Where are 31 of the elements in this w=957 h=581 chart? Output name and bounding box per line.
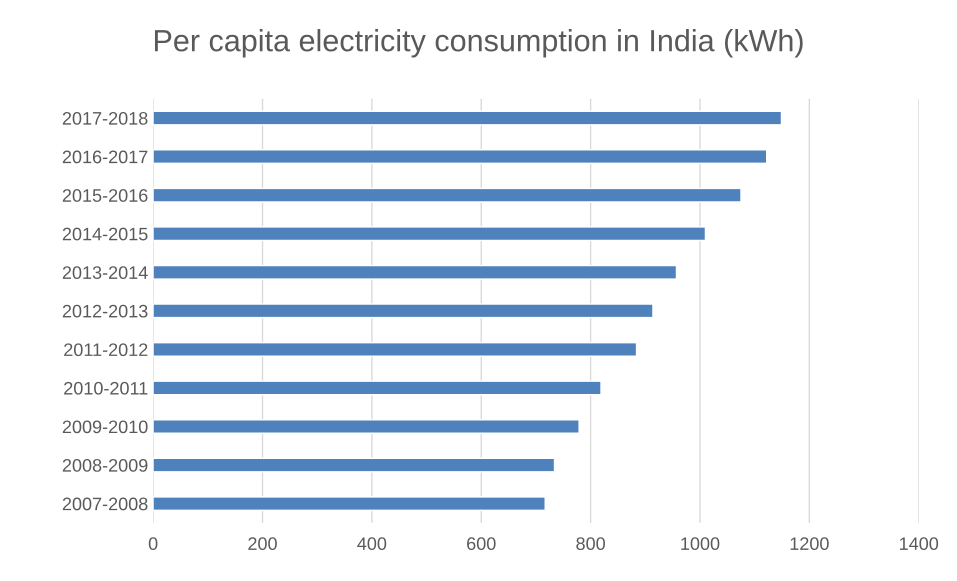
y-tick-label: 2011-2012 xyxy=(64,343,148,356)
y-tick-label: 2012-2013 xyxy=(62,304,148,318)
x-tick-label: 0 xyxy=(148,537,158,550)
x-tick-label: 800 xyxy=(576,537,605,550)
x-tick-label: 600 xyxy=(467,537,496,550)
bar xyxy=(153,303,654,318)
y-tick-label: 2014-2015 xyxy=(62,228,148,240)
bar xyxy=(153,110,782,126)
y-tick-label: 2008-2009 xyxy=(62,459,148,472)
y-tick-label: 2007-2008 xyxy=(62,498,148,510)
x-tick-label: 1400 xyxy=(900,537,938,550)
bar xyxy=(153,380,602,396)
bar xyxy=(153,342,638,357)
bar xyxy=(153,149,768,164)
y-tick-label: 2017-2018 xyxy=(62,112,148,125)
bar xyxy=(153,458,556,473)
y-tick-label: 2009-2010 xyxy=(62,420,148,434)
bar xyxy=(153,496,546,512)
y-tick-label: 2013-2014 xyxy=(62,266,148,279)
x-tick-label: 1000 xyxy=(681,537,720,550)
bar xyxy=(153,226,706,242)
chart-title: Per capita electricity consumption in India (kWh) xyxy=(154,29,803,58)
bar xyxy=(153,188,742,203)
y-tick-label: 2015-2016 xyxy=(62,189,148,202)
y-tick-label: 2010-2011 xyxy=(64,382,148,395)
x-tick-label: 400 xyxy=(357,537,386,550)
bar xyxy=(153,264,678,280)
bar xyxy=(153,419,580,434)
x-tick-label: 200 xyxy=(248,537,277,550)
x-tick-label: 1200 xyxy=(790,537,829,550)
y-tick-label: 2016-2017 xyxy=(62,150,148,164)
